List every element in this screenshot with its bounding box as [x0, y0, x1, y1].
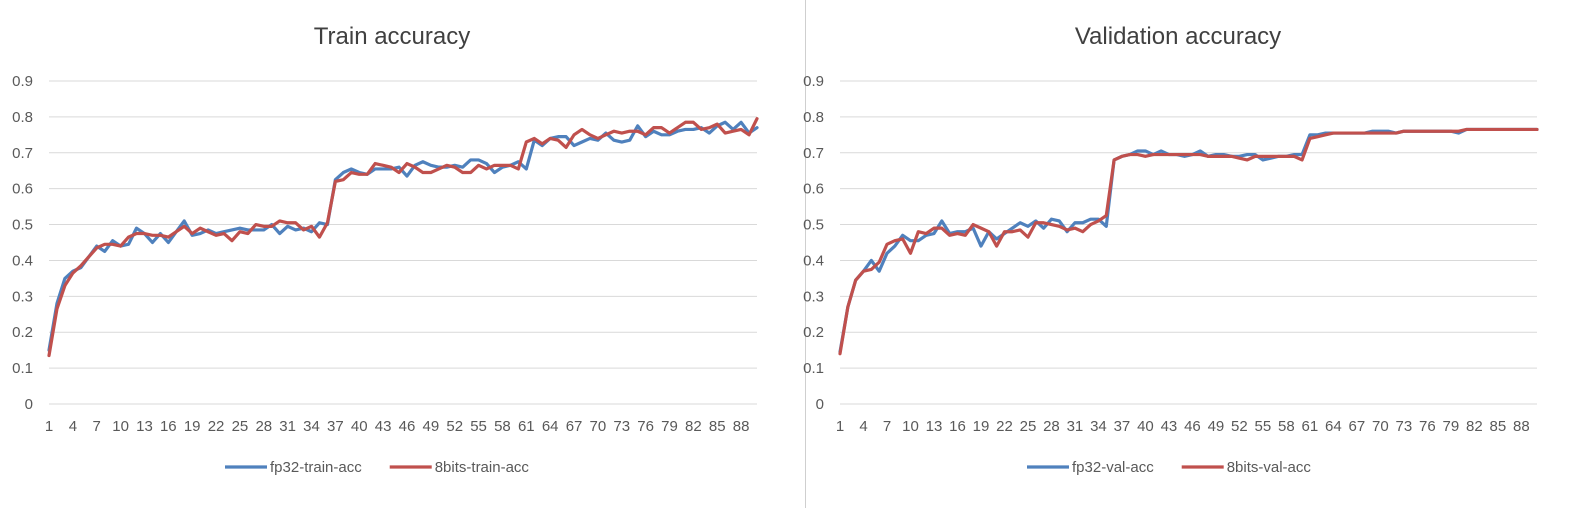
legend-label: fp32-val-acc: [1072, 459, 1154, 476]
x-tick-label: 70: [590, 418, 607, 435]
validation-accuracy-chart: Validation accuracy 0 0.1 0.2 0.3 0.4 0.5 0.6 0.…: [803, 23, 1539, 476]
x-tick-label: 55: [470, 418, 487, 435]
x-tick-label: 76: [637, 418, 654, 435]
x-tick-label: 52: [446, 418, 463, 435]
x-tick-label: 43: [375, 418, 392, 435]
y-tick-label: 0.4: [803, 252, 824, 269]
x-tick-label: 34: [1090, 418, 1107, 435]
y-tick-label: 0.1: [12, 360, 33, 377]
x-tick-label: 34: [303, 418, 320, 435]
x-tick-label: 40: [351, 418, 368, 435]
y-tick-label: 0.3: [12, 288, 33, 305]
chart-title: Validation accuracy: [1075, 23, 1281, 50]
y-tick-label: 0.7: [803, 145, 824, 162]
x-tick-label: 13: [926, 418, 943, 435]
y-tick-label: 0.8: [803, 109, 824, 126]
x-tick-label: 31: [279, 418, 296, 435]
x-tick-label: 43: [1161, 418, 1178, 435]
x-tick-label: 52: [1231, 418, 1248, 435]
y-tick-label: 0.5: [12, 217, 33, 234]
x-tick-label: 1: [45, 418, 53, 435]
y-tick-label: 0: [816, 396, 824, 413]
x-tick-label: 40: [1137, 418, 1154, 435]
x-tick-label: 49: [1208, 418, 1225, 435]
x-tick-label: 88: [1513, 418, 1530, 435]
x-tick-label: 16: [160, 418, 177, 435]
chart-title: Train accuracy: [314, 23, 471, 50]
series-line-fp32-val-acc: [838, 127, 1539, 354]
y-tick-label: 0.6: [12, 181, 33, 198]
x-tick-label: 82: [1466, 418, 1483, 435]
legend-label: 8bits-val-acc: [1227, 459, 1312, 476]
x-tick-label: 85: [709, 418, 726, 435]
x-tick-label: 79: [1443, 418, 1460, 435]
x-tick-label: 10: [112, 418, 129, 435]
y-tick-label: 0.7: [12, 145, 33, 162]
x-tick-label: 46: [399, 418, 416, 435]
x-tick-label: 73: [1396, 418, 1413, 435]
legend-label: 8bits-train-acc: [435, 459, 530, 476]
x-tick-label: 37: [327, 418, 344, 435]
x-tick-label: 46: [1184, 418, 1201, 435]
series-line-fp32-train-acc: [47, 120, 759, 352]
legend-label: fp32-train-acc: [270, 459, 362, 476]
x-tick-label: 67: [1349, 418, 1366, 435]
series-line-8bits-val-acc: [838, 127, 1539, 356]
x-tick-label: 61: [518, 418, 535, 435]
train-accuracy-chart: Train accuracy 0 0.1 0.2 0.3 0.4 0.5 0.6 0.7 0.8 0…: [12, 23, 759, 476]
x-tick-label: 22: [996, 418, 1013, 435]
x-tick-label: 82: [685, 418, 702, 435]
x-tick-label: 70: [1372, 418, 1389, 435]
x-tick-label: 67: [566, 418, 583, 435]
y-tick-label: 0.9: [803, 73, 824, 90]
x-tick-label: 28: [255, 418, 272, 435]
y-tick-label: 0.2: [12, 324, 33, 341]
x-tick-label: 64: [542, 418, 559, 435]
x-tick-label: 28: [1043, 418, 1060, 435]
x-tick-label: 16: [949, 418, 966, 435]
y-tick-label: 0.9: [12, 73, 33, 90]
x-tick-label: 76: [1419, 418, 1436, 435]
y-tick-label: 0.4: [12, 252, 33, 269]
x-tick-label: 49: [422, 418, 439, 435]
x-tick-label: 7: [883, 418, 891, 435]
x-tick-label: 85: [1489, 418, 1506, 435]
y-tick-label: 0.5: [803, 217, 824, 234]
x-tick-label: 37: [1114, 418, 1131, 435]
y-tick-label: 0: [25, 396, 33, 413]
x-tick-label: 88: [733, 418, 750, 435]
x-tick-label: 58: [494, 418, 511, 435]
x-tick-label: 22: [208, 418, 225, 435]
x-tick-label: 73: [613, 418, 630, 435]
y-tick-label: 0.8: [12, 109, 33, 126]
x-tick-label: 64: [1325, 418, 1342, 435]
x-tick-label: 55: [1255, 418, 1272, 435]
x-tick-label: 19: [973, 418, 990, 435]
x-tick-label: 13: [136, 418, 153, 435]
y-tick-label: 0.3: [803, 288, 824, 305]
x-tick-label: 4: [69, 418, 77, 435]
x-tick-label: 79: [661, 418, 678, 435]
x-tick-label: 25: [1020, 418, 1037, 435]
x-tick-label: 61: [1302, 418, 1319, 435]
y-tick-label: 0.2: [803, 324, 824, 341]
x-tick-label: 10: [902, 418, 919, 435]
x-tick-label: 7: [93, 418, 101, 435]
x-tick-label: 19: [184, 418, 201, 435]
x-tick-label: 25: [232, 418, 249, 435]
x-tick-label: 58: [1278, 418, 1295, 435]
x-tick-label: 31: [1067, 418, 1084, 435]
x-tick-label: 4: [859, 418, 867, 435]
y-tick-label: 0.6: [803, 181, 824, 198]
series-line-8bits-train-acc: [47, 117, 759, 358]
y-tick-label: 0.1: [803, 360, 824, 377]
x-tick-label: 1: [836, 418, 844, 435]
